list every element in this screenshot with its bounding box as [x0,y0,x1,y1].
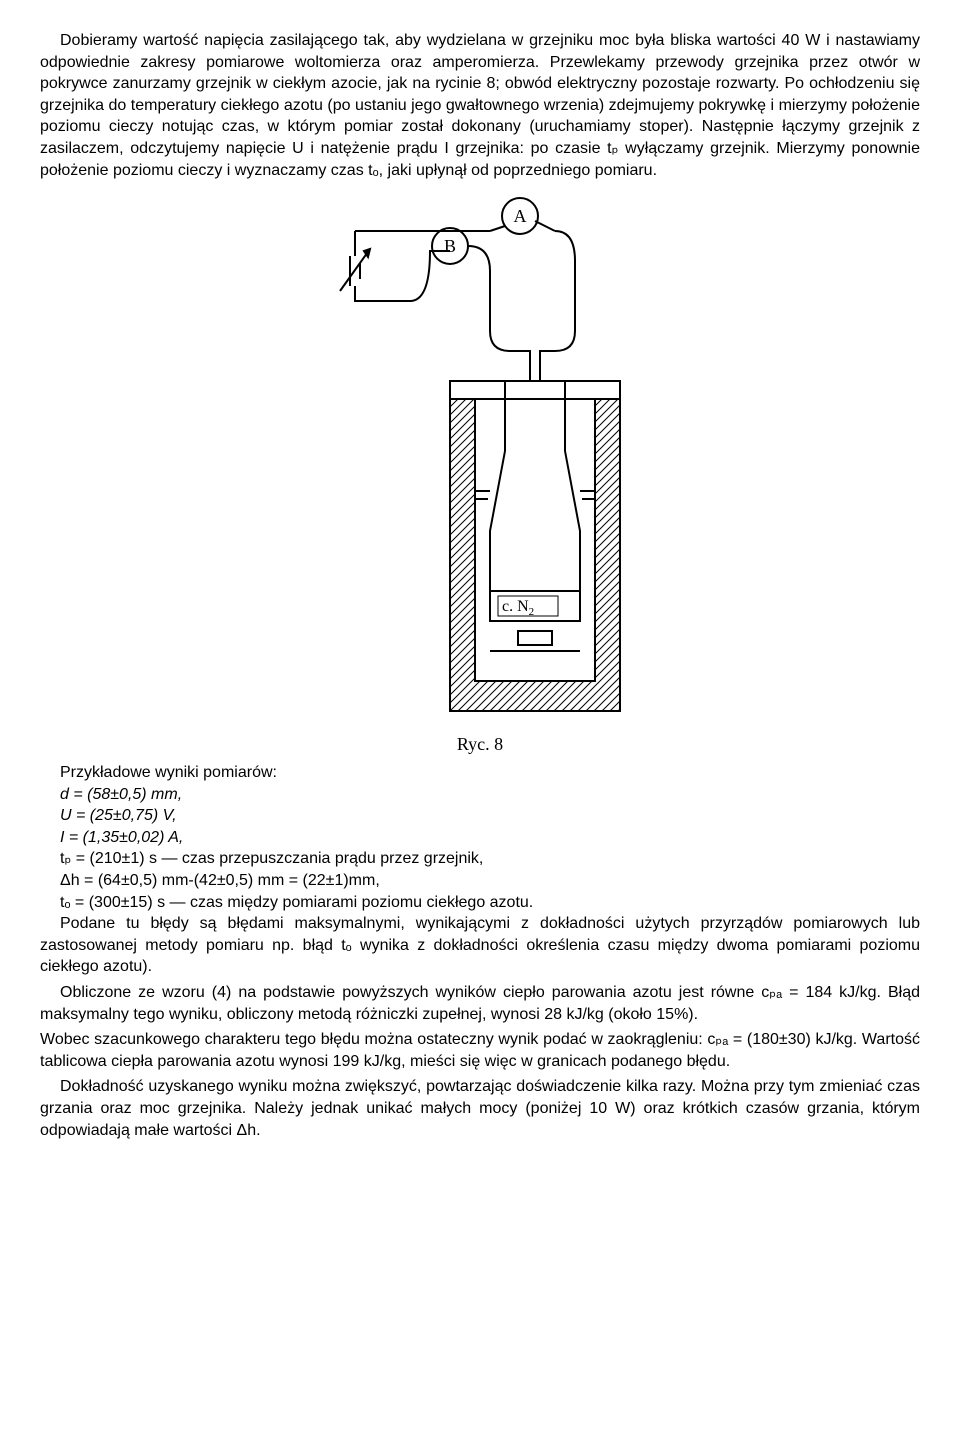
paragraph-intro: Dobieramy wartość napięcia zasilającego … [40,30,920,181]
result-i: I = (1,35±0,02) A, [40,827,920,849]
figure-8: A B [40,191,920,756]
label-a: A [514,206,527,226]
paragraph-accuracy: Dokładność uzyskanego wyniku można zwięk… [40,1076,920,1141]
results-heading: Przykładowe wyniki pomiarów: [40,762,920,784]
label-n2-sub: 2 [529,606,535,618]
result-tw: tₒ = (300±15) s — czas między pomiarami … [40,892,920,914]
label-b: B [444,236,456,256]
figure-caption: Ryc. 8 [40,732,920,756]
paragraph-calc: Obliczone ze wzoru (4) na podstawie powy… [40,982,920,1025]
paragraph-rounding: Wobec szacunkowego charakteru tego błędu… [40,1029,920,1072]
result-dh: Δh = (64±0,5) mm-(42±0,5) mm = (22±1)mm, [40,870,920,892]
result-tp: tₚ = (210±1) s — czas przepuszczania prą… [40,848,920,870]
result-d: d = (58±0,5) mm, [40,784,920,806]
result-u: U = (25±0,75) V, [40,805,920,827]
results-block: Przykładowe wyniki pomiarów: d = (58±0,5… [40,762,920,913]
paragraph-errors: Podane tu błędy są błędami maksymalnymi,… [40,913,920,978]
label-n2-prefix: c. N [502,598,529,615]
apparatus-diagram-svg: A B [330,191,630,721]
